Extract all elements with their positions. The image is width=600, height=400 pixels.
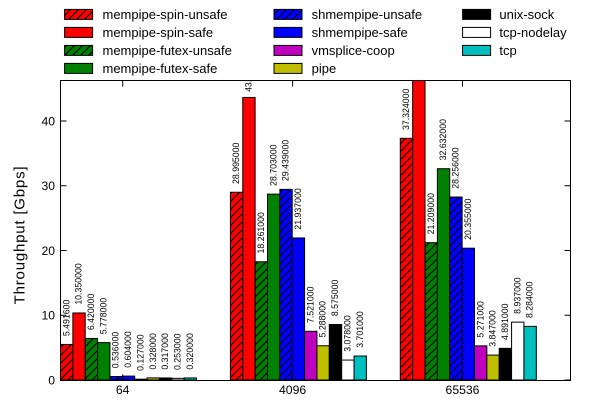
svg-text:mempipe-futex-unsafe: mempipe-futex-unsafe [103,43,232,58]
svg-text:8.575000: 8.575000 [330,280,340,317]
svg-text:3.078000: 3.078000 [342,315,352,352]
svg-text:3.847000: 3.847000 [488,310,498,347]
svg-text:shmempipe-unsafe: shmempipe-unsafe [312,7,423,22]
svg-text:unix-sock: unix-sock [499,7,554,22]
svg-text:mempipe-futex-safe: mempipe-futex-safe [103,61,218,76]
svg-text:40: 40 [41,114,55,128]
svg-text:43.640000: 43.640000 [244,50,254,91]
svg-text:10.350000: 10.350000 [74,263,84,304]
svg-text:20.355000: 20.355000 [463,198,473,239]
svg-text:vmsplice-coop: vmsplice-coop [312,43,395,58]
svg-text:0.317000: 0.317000 [160,333,170,370]
svg-text:mempipe-spin-unsafe: mempipe-spin-unsafe [103,7,228,22]
svg-text:28.703000: 28.703000 [268,144,278,185]
svg-text:8.284000: 8.284000 [525,281,535,318]
svg-text:0: 0 [48,373,55,387]
svg-text:4.891000: 4.891000 [500,303,510,340]
svg-text:18.261000: 18.261000 [256,212,266,253]
svg-text:tcp: tcp [499,43,516,58]
svg-text:5.491600: 5.491600 [61,300,71,337]
svg-text:20: 20 [41,244,55,258]
svg-text:32.632000: 32.632000 [438,119,448,160]
svg-text:5.271000: 5.271000 [475,301,485,338]
svg-text:0.253000: 0.253000 [173,333,183,370]
svg-text:mempipe-spin-safe: mempipe-spin-safe [103,25,214,40]
svg-text:21.209000: 21.209000 [426,193,436,234]
svg-text:3.701000: 3.701000 [355,311,365,348]
svg-text:37.324000: 37.324000 [401,89,411,130]
svg-text:30: 30 [41,179,55,193]
svg-text:tcp-nodelay: tcp-nodelay [499,25,567,40]
svg-text:0.328000: 0.328000 [148,333,158,370]
svg-text:4096: 4096 [279,383,306,397]
svg-text:5.288000: 5.288000 [318,301,328,338]
svg-text:5.778000: 5.778000 [98,298,108,335]
svg-text:0.604000: 0.604000 [123,331,133,368]
svg-text:65536: 65536 [446,383,480,397]
svg-text:10: 10 [41,309,55,323]
svg-text:Throughput [Gbps]: Throughput [Gbps] [12,166,29,305]
svg-text:28.256000: 28.256000 [451,147,461,188]
svg-text:64: 64 [116,383,130,397]
svg-text:21.937000: 21.937000 [293,188,303,229]
svg-text:7.521000: 7.521000 [305,286,315,323]
svg-text:28.995000: 28.995000 [231,142,241,183]
svg-text:0.536000: 0.536000 [111,332,121,369]
svg-text:8.937000: 8.937000 [512,277,522,314]
svg-text:6.420000: 6.420000 [86,294,96,331]
svg-text:pipe: pipe [312,61,337,76]
svg-text:29.439000: 29.439000 [281,140,291,181]
svg-text:0.320000: 0.320000 [185,333,195,370]
svg-text:0.127000: 0.127000 [135,334,145,371]
svg-text:shmempipe-safe: shmempipe-safe [312,25,408,40]
